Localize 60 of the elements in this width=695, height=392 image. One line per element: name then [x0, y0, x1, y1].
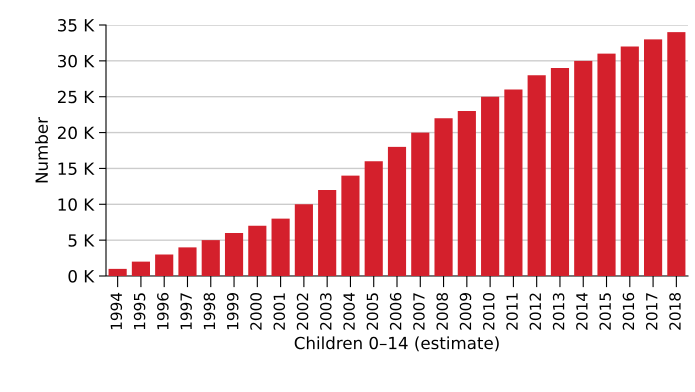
x-tick-label: 2001 — [273, 293, 286, 330]
bar — [272, 218, 290, 276]
x-tick-label: 2005 — [366, 293, 378, 330]
bar — [364, 161, 383, 276]
bar — [574, 60, 592, 276]
bar — [550, 68, 570, 276]
bar — [202, 240, 220, 276]
bar — [388, 146, 406, 276]
x-tick-label: 2009 — [460, 293, 472, 330]
bar — [178, 247, 197, 276]
bar — [108, 268, 127, 276]
bar — [504, 90, 522, 276]
x-tick-label: 2016 — [622, 292, 634, 330]
bar — [248, 226, 266, 276]
bar — [597, 54, 616, 276]
x-tick-label: 2000 — [250, 292, 262, 330]
bar — [318, 190, 336, 276]
bar — [434, 118, 453, 276]
x-tick-label: 2007 — [413, 293, 425, 330]
y-tick-label: 25 K — [58, 90, 95, 104]
x-tick-label: 1994 — [110, 292, 122, 330]
y-tick-label: 20 K — [58, 126, 95, 140]
y-axis-title: Number — [35, 117, 48, 182]
bar — [155, 254, 174, 276]
y-tick-label: 10 K — [58, 198, 95, 211]
y-tick-label: 0 K — [68, 270, 95, 283]
bar — [224, 232, 244, 276]
bar — [667, 32, 686, 276]
x-tick-label: 2011 — [506, 293, 518, 330]
y-tick-label: 30 K — [58, 54, 95, 68]
bar — [620, 46, 639, 276]
x-tick-label: 2002 — [296, 294, 308, 330]
x-tick-label: 2010 — [482, 292, 495, 330]
x-tick-label: 1996 — [157, 292, 169, 330]
bar — [132, 262, 150, 276]
bar — [481, 96, 500, 276]
bar — [528, 75, 546, 276]
bar — [294, 204, 313, 276]
y-tick-label: 35 K — [58, 18, 95, 32]
x-tick-label: 1997 — [180, 293, 192, 330]
x-tick-label: 2004 — [343, 292, 355, 330]
x-tick-label: 2006 — [390, 292, 402, 330]
bar — [341, 176, 360, 276]
x-tick-label: 2008 — [436, 293, 448, 330]
x-tick-label: 1999 — [226, 293, 238, 330]
x-tick-label: 2017 — [646, 293, 658, 330]
x-tick-label: 2014 — [576, 292, 588, 330]
x-tick-label: 2003 — [320, 293, 332, 330]
x-axis-title: Children 0–14 (estimate) — [294, 336, 499, 352]
bar — [411, 132, 430, 276]
y-tick-label: 5 K — [68, 234, 95, 247]
x-tick-label: 1995 — [134, 293, 146, 330]
x-tick-label: 2018 — [669, 293, 681, 330]
x-tick-label: 1998 — [204, 293, 216, 330]
bar — [644, 39, 662, 276]
y-tick-label: 15 K — [58, 162, 95, 175]
x-tick-label: 2013 — [552, 293, 564, 330]
bar — [458, 111, 476, 276]
x-tick-label: 2015 — [599, 293, 611, 330]
x-tick-label: 2012 — [530, 294, 542, 330]
